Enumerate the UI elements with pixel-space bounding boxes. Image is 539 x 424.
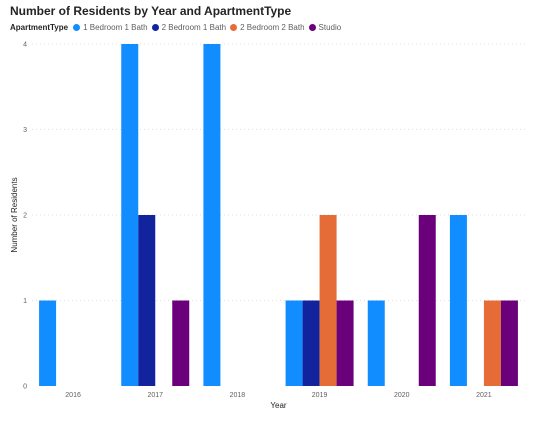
x-tick-label: 2019 — [312, 392, 328, 399]
x-tick-label: 2018 — [230, 392, 246, 399]
x-axis-title: Year — [270, 401, 287, 410]
y-tick-label: 1 — [23, 298, 27, 305]
bar — [302, 300, 320, 386]
bar — [483, 300, 501, 386]
legend-item-studio[interactable]: Studio — [308, 23, 342, 32]
bar — [285, 300, 303, 386]
bar — [367, 300, 385, 386]
legend-marker — [308, 24, 316, 31]
legend-label: 2 Bedroom 2 Bath — [240, 23, 305, 32]
bar — [500, 300, 518, 386]
y-tick-label: 2 — [23, 213, 27, 220]
bar — [39, 300, 57, 386]
x-tick-label: 2020 — [394, 392, 410, 399]
bar — [203, 44, 221, 386]
legend-item-2-bedroom-2-bath[interactable]: 2 Bedroom 2 Bath — [230, 23, 305, 32]
legend-item-2-bedroom-1-bath[interactable]: 2 Bedroom 1 Bath — [151, 23, 227, 32]
legend-label: 2 Bedroom 1 Bath — [161, 23, 227, 32]
legend-marker — [151, 24, 159, 31]
bar — [418, 215, 436, 386]
y-tick-label: 3 — [23, 127, 27, 134]
legend-marker — [73, 24, 81, 31]
y-tick-label: 0 — [23, 384, 27, 391]
legend-title: ApartmentType — [10, 23, 69, 32]
bar — [336, 300, 354, 386]
legend-marker — [230, 24, 238, 31]
legend-item-1-bedroom-1-bath[interactable]: 1 Bedroom 1 Bath — [73, 23, 148, 32]
x-tick-label: 2016 — [65, 392, 81, 399]
bar — [121, 44, 139, 386]
legend-label: 1 Bedroom 1 Bath — [83, 23, 148, 32]
bar — [138, 215, 156, 386]
legend: ApartmentType 1 Bedroom 1 Bath 2 Bedroom… — [10, 23, 345, 32]
x-tick-label: 2017 — [147, 392, 163, 399]
x-tick-label: 2021 — [476, 392, 492, 399]
bar — [449, 215, 467, 386]
legend-label: Studio — [318, 23, 342, 32]
y-axis-title: Number of Residents — [10, 177, 19, 252]
bar — [172, 300, 190, 386]
chart-title: Number of Residents by Year and Apartmen… — [10, 4, 292, 18]
y-tick-label: 4 — [23, 42, 27, 49]
bar — [319, 215, 337, 386]
